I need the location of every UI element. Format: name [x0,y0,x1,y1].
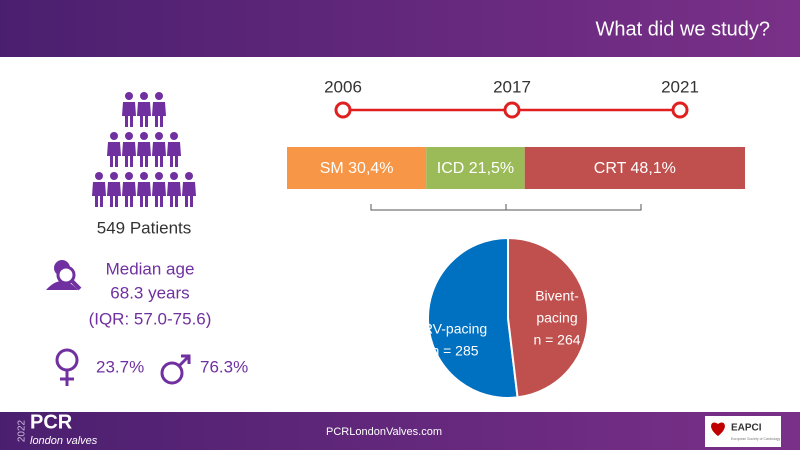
timeline-marker [503,101,521,119]
timeline-year: 2021 [661,77,699,96]
person-icon [152,92,166,127]
person-icon [107,132,121,167]
device-segment [524,147,745,189]
header-band [0,0,800,57]
device-segment [287,147,427,189]
female-icon [55,348,79,386]
device-label: CRT 48,1% [594,160,676,177]
timeline-marker [671,101,689,119]
partner-sub: European Society of Cardiology [731,437,780,441]
age-icon [46,260,82,291]
timeline-year: 2006 [324,77,362,96]
person-icon [152,172,166,207]
male-icon [160,354,191,385]
pie-label: pacing [536,310,577,326]
person-icon [137,132,151,167]
person-icon [167,132,181,167]
pie-count: n = 285 [431,343,478,359]
partner-name: EAPCI [731,423,762,434]
pie-count: n = 264 [533,332,580,348]
age-line: (IQR: 57.0-75.6) [89,309,212,328]
pie-slice [507,236,589,399]
patients-label: 549 Patients [97,218,192,237]
person-icon [137,92,151,127]
female-share: 23.7% [96,357,144,376]
person-icon [92,172,106,207]
device-label: ICD 21,5% [437,160,514,177]
person-icon [152,132,166,167]
pie-label: Bivent- [535,288,579,304]
footer-logo: PCR [30,411,73,433]
person-icon [137,172,151,207]
pie-label: RV-pacing [423,321,487,337]
person-icon [122,132,136,167]
footer-year: 2022 [17,419,28,442]
footer-band [0,412,800,450]
timeline-year: 2017 [493,77,531,96]
device-label: SM 30,4% [320,160,394,177]
partner-icon [711,422,725,436]
person-icon [107,172,121,207]
person-icon [122,172,136,207]
footer-logo-sub: london valves [30,435,98,447]
age-line: 68.3 years [110,283,189,302]
pie-slice [427,236,519,399]
slide-title: What did we study? [595,18,770,40]
person-icon [167,172,181,207]
male-share: 76.3% [200,357,248,376]
person-icon [182,172,196,207]
timeline-marker [334,101,352,119]
age-line: Median age [106,259,195,278]
person-icon [122,92,136,127]
patients-icon [92,92,196,207]
footer-url: PCRLondonValves.com [326,426,442,438]
bracket [370,204,642,211]
device-segment [426,147,525,189]
